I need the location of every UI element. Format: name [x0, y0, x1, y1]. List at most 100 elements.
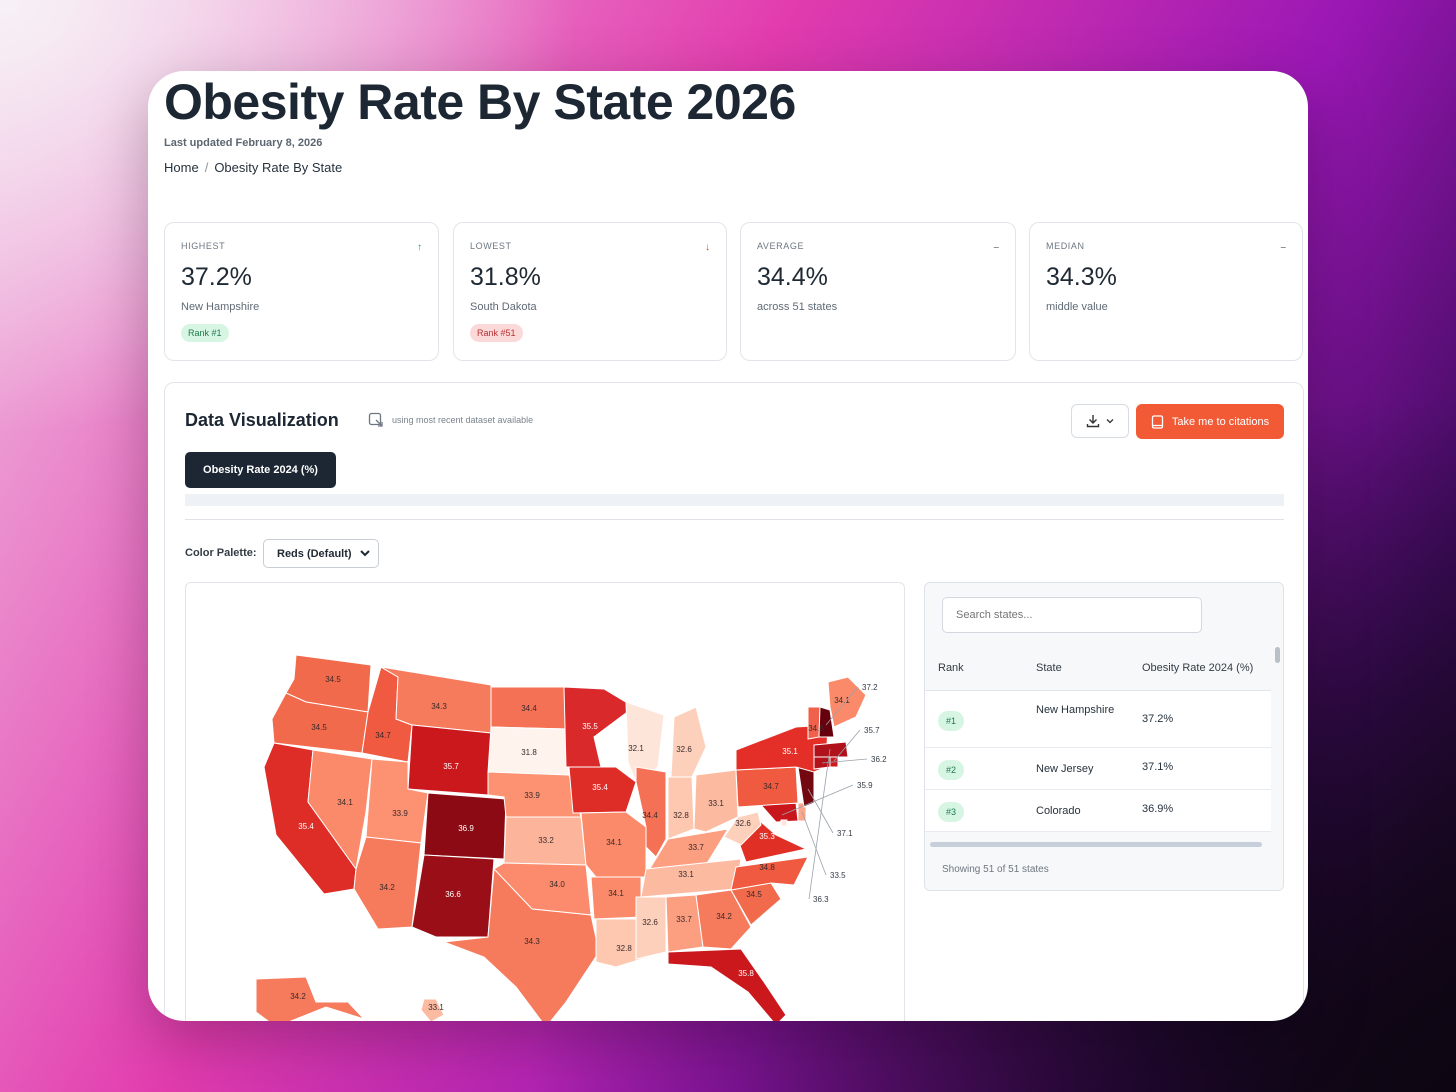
state-label-ok: 34.0: [549, 880, 565, 889]
state-wy[interactable]: [407, 724, 492, 796]
breadcrumb-home-link[interactable]: Home: [164, 160, 199, 175]
callout-label-ri: 35.7: [864, 726, 880, 735]
color-palette-select[interactable]: Reds (Default): [263, 539, 379, 568]
state-nj[interactable]: [797, 766, 815, 808]
viz-title: Data Visualization: [185, 410, 339, 430]
state-label-me: 34.1: [834, 696, 850, 705]
stat-card-median: MEDIAN – 34.3% middle value: [1029, 222, 1303, 361]
state-hi[interactable]: [420, 998, 445, 1021]
state-fl[interactable]: [667, 948, 787, 1021]
book-icon: [1151, 414, 1164, 429]
rank-badge: Rank #51: [470, 324, 523, 342]
state-label-or: 34.5: [311, 723, 327, 732]
download-button[interactable]: [1071, 404, 1129, 438]
state-md[interactable]: [759, 802, 799, 823]
trend-down-icon: ↓: [705, 242, 710, 253]
state-nh[interactable]: [818, 706, 835, 738]
state-ar[interactable]: [590, 876, 642, 920]
state-nv[interactable]: [307, 749, 373, 871]
citations-button[interactable]: Take me to citations: [1136, 404, 1284, 439]
stat-card-average: AVERAGE – 34.4% across 51 states: [740, 222, 1016, 361]
stat-label: LOWEST: [470, 241, 512, 251]
state-tx[interactable]: [443, 867, 600, 1021]
state-label-il: 34.4: [642, 811, 658, 820]
state-mi[interactable]: [670, 706, 707, 778]
dataset-note-text: using most recent dataset available: [392, 415, 534, 425]
state-label-ia: 35.4: [592, 783, 608, 792]
state-ak[interactable]: [255, 976, 366, 1021]
state-rate: 36.9%: [1142, 803, 1174, 815]
state-label-wy: 35.7: [443, 762, 459, 771]
state-wv[interactable]: [723, 811, 762, 846]
callout-line-md: [781, 784, 854, 816]
tab-obesity-rate-2024[interactable]: Obesity Rate 2024 (%): [185, 452, 336, 488]
callout-label-nh: 37.2: [862, 683, 878, 692]
state-nm[interactable]: [411, 854, 495, 938]
state-dc[interactable]: [780, 819, 788, 827]
state-label-ut: 33.9: [392, 809, 408, 818]
state-label-nv: 34.1: [337, 798, 353, 807]
neutral-dash-icon: –: [1280, 242, 1286, 253]
breadcrumb-current: Obesity Rate By State: [214, 160, 343, 175]
table-row[interactable]: #2 New Jersey 37.1%: [925, 748, 1271, 790]
callout-label-de: 33.5: [830, 871, 846, 880]
state-label-ar: 34.1: [608, 889, 624, 898]
color-palette-value: Reds (Default): [277, 547, 352, 560]
state-label-az: 34.2: [379, 883, 395, 892]
rank-badge: Rank #1: [181, 324, 229, 342]
state-label-nc: 34.8: [759, 863, 775, 872]
state-label-wa: 34.5: [325, 675, 341, 684]
stat-subtitle: New Hampshire: [181, 301, 260, 313]
state-label-wv: 32.6: [735, 819, 751, 828]
state-il[interactable]: [635, 766, 667, 858]
table-row[interactable]: #1 New Hampshire 37.2%: [925, 691, 1271, 748]
horizontal-scrollbar[interactable]: [930, 842, 1262, 847]
state-la[interactable]: [595, 918, 649, 968]
state-name: Colorado: [1036, 805, 1081, 817]
header-state[interactable]: State: [1036, 662, 1062, 674]
stat-value: 34.4%: [757, 263, 828, 291]
state-vt[interactable]: [807, 706, 821, 740]
download-icon: [1086, 415, 1100, 428]
state-ms[interactable]: [635, 896, 667, 960]
state-label-wi: 32.1: [628, 744, 644, 753]
stat-card-lowest: LOWEST ↓ 31.8% South Dakota Rank #51: [453, 222, 727, 361]
color-palette-label: Color Palette:: [185, 547, 257, 559]
state-label-ny: 35.1: [782, 747, 798, 756]
callout-line-ri: [833, 729, 861, 762]
state-label-fl: 35.8: [738, 969, 754, 978]
state-ma[interactable]: [813, 741, 849, 758]
callout-line-ct: [821, 758, 868, 764]
header-rate[interactable]: Obesity Rate 2024 (%): [1142, 662, 1254, 674]
main-card: Obesity Rate By State 2026 Last updated …: [148, 71, 1308, 1021]
state-in[interactable]: [667, 776, 695, 840]
state-label-la: 32.8: [616, 944, 632, 953]
state-az[interactable]: [353, 836, 422, 930]
state-label-mn: 35.5: [582, 722, 598, 731]
state-nc[interactable]: [730, 856, 809, 891]
vertical-scrollbar[interactable]: [1275, 647, 1280, 663]
state-label-mi: 32.6: [676, 745, 692, 754]
chevron-down-icon: [1106, 419, 1114, 424]
search-states-input[interactable]: [942, 597, 1202, 633]
state-ga[interactable]: [695, 889, 752, 950]
state-label-sd: 31.8: [521, 748, 537, 757]
state-oh[interactable]: [693, 769, 739, 833]
header-rank[interactable]: Rank: [938, 662, 964, 674]
stat-subtitle: middle value: [1046, 301, 1108, 313]
state-me[interactable]: [827, 676, 867, 728]
state-mn[interactable]: [563, 686, 635, 768]
last-updated: Last updated February 8, 2026: [164, 137, 323, 149]
state-label-nm: 36.6: [445, 890, 461, 899]
state-name: New Jersey: [1036, 763, 1094, 775]
table-row[interactable]: #3 Colorado 36.9%: [925, 790, 1271, 832]
trend-up-icon: ↑: [417, 242, 422, 253]
state-ia[interactable]: [568, 766, 637, 814]
state-label-hi: 33.1: [428, 1003, 444, 1012]
data-visualization-panel: Data Visualization using most recent dat…: [164, 382, 1304, 1021]
choropleth-map: 34.5 34.5 35.4 34.7 34.1 34.3 35.7 33.9 34.2 36.9…: [185, 582, 905, 1021]
state-label-co: 36.9: [458, 824, 474, 833]
state-ny[interactable]: [735, 724, 829, 773]
state-rate: 37.1%: [1142, 761, 1174, 773]
state-label-vt: 34.6: [808, 724, 824, 733]
